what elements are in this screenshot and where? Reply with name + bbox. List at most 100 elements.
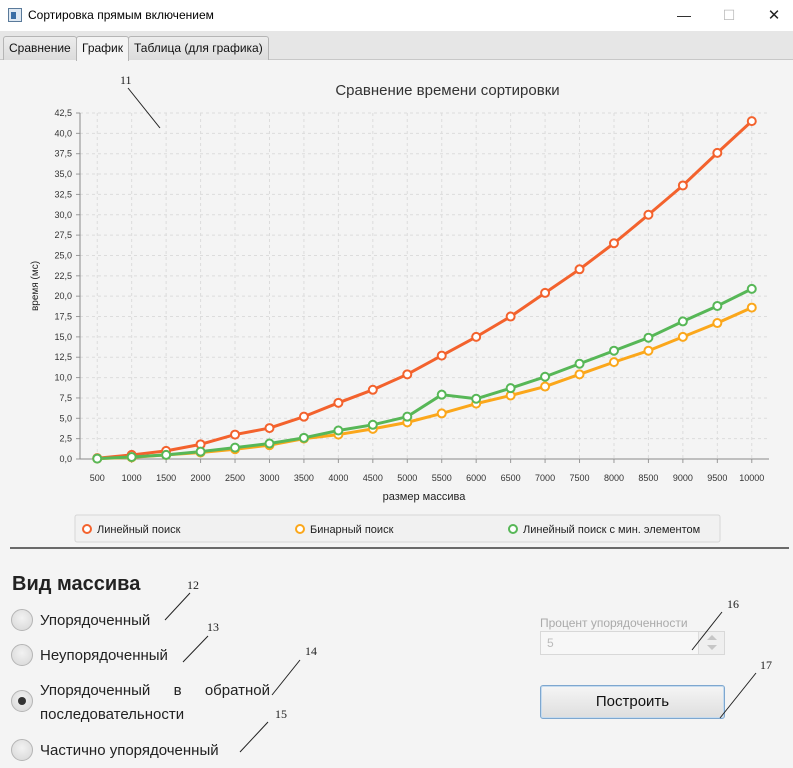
x-tick-label: 9000 <box>673 473 693 483</box>
data-point-s0-11 <box>471 331 482 342</box>
series-line-0 <box>97 120 753 460</box>
radio-partially-sorted-label: Частично упорядоченный <box>40 742 219 759</box>
title-bar: Сортировка прямым включением — ☐ ✕ <box>0 0 793 31</box>
y-tick-label: 22,5 <box>54 271 72 281</box>
series-line-2 <box>97 287 753 461</box>
y-tick-label: 40,0 <box>54 128 72 138</box>
data-point-s2-7 <box>333 425 344 436</box>
data-point-s2-3 <box>195 446 206 457</box>
data-point-s0-17 <box>677 180 688 191</box>
close-button[interactable]: ✕ <box>767 7 781 24</box>
radio-unsorted[interactable]: Неупорядоченный <box>11 644 168 668</box>
tab-bar: Сравнение График Таблица (для графика) <box>0 31 793 61</box>
y-tick-label: 32,5 <box>54 189 72 199</box>
data-point-s0-14 <box>574 264 585 275</box>
y-tick-label: 0,0 <box>59 454 72 464</box>
spinner-down-icon[interactable] <box>707 645 717 650</box>
data-point-s1-14 <box>574 369 585 380</box>
plot-area <box>80 113 769 459</box>
annotation-15: 15 <box>275 707 287 721</box>
y-tick-label: 15,0 <box>54 332 72 342</box>
y-tick-label: 10,0 <box>54 373 72 383</box>
x-tick-label: 2500 <box>225 473 245 483</box>
x-tick-label: 8500 <box>638 473 658 483</box>
build-button[interactable]: Построить <box>540 685 725 719</box>
data-point-s2-17 <box>677 316 688 327</box>
data-point-s0-13 <box>540 287 551 298</box>
radio-dot[interactable] <box>11 609 33 631</box>
radio-reverse-sorted[interactable]: Упорядоченный в обратной последовательно… <box>11 682 270 727</box>
y-tick-label: 5,0 <box>59 413 72 423</box>
tab-chart[interactable]: График <box>76 36 129 61</box>
window-title: Сортировка прямым включением <box>28 8 214 22</box>
x-tick-label: 9500 <box>707 473 727 483</box>
y-tick-label: 42,5 <box>54 108 72 118</box>
y-tick-label: 25,0 <box>54 250 72 260</box>
percent-value: 5 <box>547 636 554 650</box>
x-tick-label: 1000 <box>122 473 142 483</box>
y-tick-label: 2,5 <box>59 434 72 444</box>
legend-label-1: Бинарный поиск <box>310 524 394 536</box>
y-tick-label: 30,0 <box>54 210 72 220</box>
y-tick-label: 35,0 <box>54 169 72 179</box>
data-point-s2-18 <box>712 300 723 311</box>
annotation-14: 14 <box>305 644 317 658</box>
legend-marker-0 <box>82 524 92 534</box>
legend-marker-1 <box>295 524 305 534</box>
x-tick-label: 3500 <box>294 473 314 483</box>
data-point-s2-4 <box>230 442 241 453</box>
tab-table[interactable]: Таблица (для графика) <box>128 36 269 60</box>
radio-reverse-sorted-label: Упорядоченный в обратной последовательно… <box>40 679 270 727</box>
data-point-s2-19 <box>746 283 757 294</box>
annotation-16: 16 <box>727 597 739 611</box>
radio-unsorted-label: Неупорядоченный <box>40 647 168 664</box>
radio-dot[interactable] <box>11 644 33 666</box>
x-tick-label: 7000 <box>535 473 555 483</box>
radio-reverse-line2: последовательности <box>40 706 185 723</box>
data-point-s2-0 <box>92 453 103 464</box>
data-point-s2-5 <box>264 438 275 449</box>
tab-comparison[interactable]: Сравнение <box>3 36 77 60</box>
x-tick-label: 3000 <box>259 473 279 483</box>
x-tick-label: 500 <box>90 473 105 483</box>
data-point-s0-16 <box>643 209 654 220</box>
y-tick-label: 37,5 <box>54 149 72 159</box>
radio-dot[interactable] <box>11 739 33 761</box>
x-tick-label: 10000 <box>739 473 764 483</box>
legend-label-0: Линейный поиск <box>97 524 181 536</box>
legend-box <box>74 514 721 543</box>
data-point-s1-16 <box>643 345 654 356</box>
data-point-s2-2 <box>161 449 172 460</box>
data-point-s2-15 <box>608 345 619 356</box>
y-tick-label: 27,5 <box>54 230 72 240</box>
data-point-s1-13 <box>540 381 551 392</box>
data-point-s2-11 <box>471 393 482 404</box>
legend-marker-2 <box>508 524 518 534</box>
data-point-s0-15 <box>608 238 619 249</box>
radio-dot[interactable] <box>11 690 33 712</box>
data-point-s1-10 <box>436 408 447 419</box>
data-point-s2-13 <box>540 371 551 382</box>
data-point-s0-6 <box>298 411 309 422</box>
annotation-11: 11 <box>120 73 132 87</box>
data-point-s1-15 <box>608 357 619 368</box>
minimize-button[interactable]: — <box>677 7 691 23</box>
spinner-up-icon[interactable] <box>707 635 717 640</box>
chart-title: Сравнение времени сортировки <box>335 82 559 99</box>
maximize-button[interactable]: ☐ <box>722 7 736 23</box>
x-tick-label: 7500 <box>570 473 590 483</box>
x-tick-label: 4000 <box>328 473 348 483</box>
y-axis-label: время (мс) <box>30 261 41 311</box>
x-tick-label: 6000 <box>466 473 486 483</box>
percent-spinner[interactable]: 5 <box>540 631 725 655</box>
radio-sorted[interactable]: Упорядоченный <box>11 609 150 633</box>
data-point-s0-19 <box>746 116 757 127</box>
data-point-s2-1 <box>126 451 137 462</box>
legend-label-2: Линейный поиск с мин. элементом <box>523 524 700 536</box>
array-type-title: Вид массива <box>12 573 141 595</box>
radio-partially-sorted[interactable]: Частично упорядоченный <box>11 739 219 763</box>
data-point-s2-10 <box>436 389 447 400</box>
x-tick-label: 2000 <box>191 473 211 483</box>
data-point-s2-16 <box>643 332 654 343</box>
